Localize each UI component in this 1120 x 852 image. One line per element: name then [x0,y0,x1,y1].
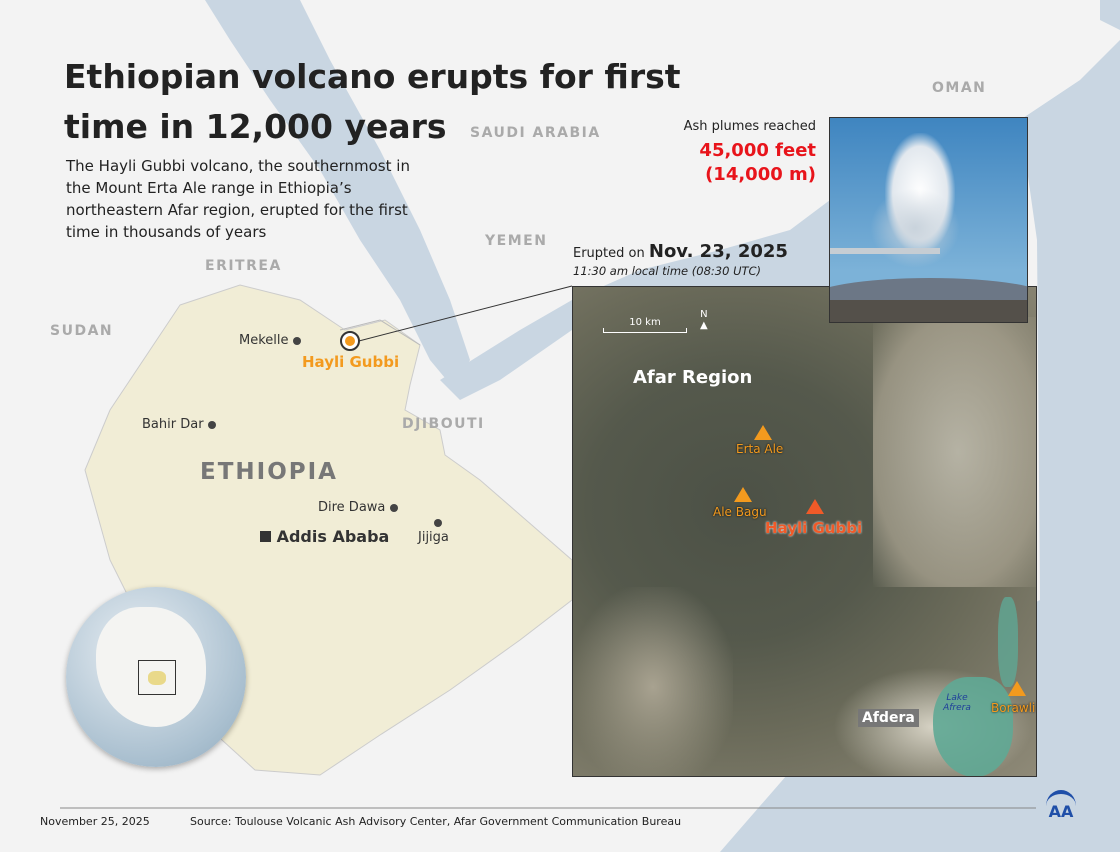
page-title: Ethiopian volcano erupts for first time … [64,57,681,146]
ash-height: 45,000 feet (14,000 m) [699,140,816,185]
label-hayli-gubbi: Hayli Gubbi [765,519,863,537]
label-yemen: YEMEN [485,233,548,249]
footer-date: November 25, 2025 [40,815,150,828]
aa-logo: AA [1046,790,1076,822]
label-lake-afrera: Lake Afrera [943,693,971,713]
globe [66,587,246,767]
city-dot [207,420,216,429]
persian-gulf [1100,0,1120,30]
city-dot [389,503,398,512]
city-bahir-dar: Bahir Dar [142,417,216,432]
label-ale-bagu: Ale Bagu [713,505,767,519]
label-djibouti: DJIBOUTI [402,416,485,432]
label-ethiopia: ETHIOPIA [200,459,338,485]
city-jijiga: Jijiga [418,515,449,545]
city-mekelle: Mekelle [239,333,301,348]
region-label: Afar Region [633,367,753,388]
label-saudi-arabia: SAUDI ARABIA [470,125,601,141]
subtitle: The Hayli Gubbi volcano, the southernmos… [66,157,410,241]
volcano-ale-bagu-icon [734,487,752,502]
lake-afrera [933,677,1013,776]
capital-marker-icon [260,531,271,542]
city-dot [434,518,442,527]
volcano-erta-ale-icon [754,425,772,440]
satellite-inset: 10 km N ▲ Afar Region Erta Ale Ale Bagu H… [572,286,1037,777]
label-afdera: Afdera [858,709,919,727]
label-borawli: Borawli [991,701,1036,715]
eruption-photo [829,117,1028,323]
eruption-time: 11:30 am local time (08:30 UTC) [573,264,762,278]
label-sudan: SUDAN [50,323,114,339]
label-eritrea: ERITREA [205,258,282,274]
eruption-date: Erupted on Nov. 23, 2025 [573,241,788,262]
city-addis-ababa: Addis Ababa [260,527,389,546]
volcano-hayli-gubbi-icon [806,499,824,514]
city-dot [292,336,301,345]
city-dire-dawa: Dire Dawa [318,500,398,515]
footer-source: Source: Toulouse Volcanic Ash Advisory C… [190,815,682,828]
label-oman: OMAN [932,80,987,96]
red-sea [205,0,470,390]
volcano-marker-icon [340,331,360,351]
volcano-borawli-icon [1008,681,1026,696]
scale-bar: 10 km [603,317,687,333]
volcano-label: Hayli Gubbi [302,353,400,371]
ash-label: Ash plumes reached [683,119,816,134]
north-arrow-icon: N ▲ [700,309,708,331]
label-erta-ale: Erta Ale [736,442,784,456]
